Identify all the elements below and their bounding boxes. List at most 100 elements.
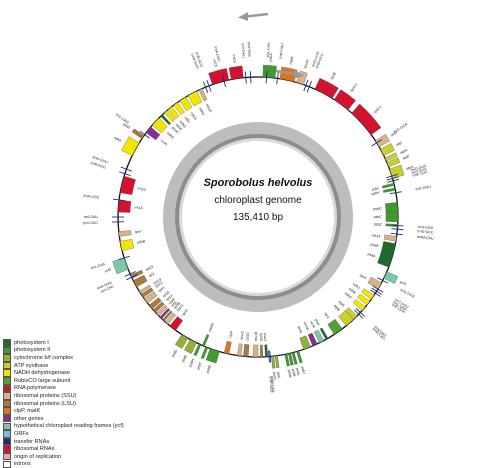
legend-item: RubisCO large subunit [3,377,143,385]
trna-label: trnT-GGU [415,185,431,192]
legend-item: NADH dehydrogenase [3,369,143,377]
gene-label: cemA [303,321,311,332]
legend-label: RubisCO large subunit [14,378,70,384]
trna-label: trnK-UUU [278,42,284,58]
gene-label: ndhF [113,136,123,144]
gene-psbT [201,347,208,359]
gene-label: rpoB [330,71,337,80]
gene-psbC [386,212,398,222]
legend-label: photosystem II [14,347,50,353]
legend-item: clpP, matK [3,407,143,415]
gene-label: psaA [367,252,377,259]
legend-label: introns [14,461,31,467]
gene-label: psbK [371,190,380,196]
legend-item: cytochrome b/f complex [3,354,143,362]
gene-label: psbD [373,207,382,212]
legend-item: photosystem II [3,347,143,355]
gene-rpl33 [260,345,263,357]
legend-swatch [3,407,11,415]
gene-label: atpI [396,141,403,147]
legend-swatch [3,415,11,423]
gene-rps12 [237,344,242,356]
species-name: Sporobolus helvolus [204,177,313,189]
legend-swatch [3,354,11,362]
legend-item: RNA polymerase [3,385,143,393]
legend-item: ribosomal proteins (SSU) [3,392,143,400]
gene-label: petB [181,354,188,363]
gene-label: psbH [188,358,195,368]
gene-label: rpoC1 [349,83,358,93]
gene-label: psbT [196,361,203,371]
gene-psbD [385,202,398,212]
legend-item: transfer RNAs [3,438,143,446]
gene-rps18 [253,345,258,357]
gene-rrn16 [118,200,131,213]
gene-petL [275,356,279,368]
legend-item: ATP synthase [3,362,143,370]
legend-item: ORFs [3,430,143,438]
gene-label: petD [171,349,179,358]
gene-label: psbB [206,364,213,374]
gene-psbA [263,65,277,78]
gene-clpP [224,341,231,354]
gene-label: psbZ [374,222,383,227]
legend-swatch [3,423,11,431]
trna-tick [269,351,270,363]
gene-label: rpl2 [148,272,155,278]
legend-item: ribosomal RNAs [3,445,143,453]
legend-label: clpP, matK [14,408,40,414]
gene-petA [300,336,311,350]
gene-psbI [382,183,394,188]
gene-label: rpl23 [145,265,154,272]
trna-label: trnfM-CAU [417,235,435,241]
gene-rrn23 [209,68,229,84]
gene-label: rps7 [135,229,142,234]
trna-label: trnS-GGA [400,288,416,299]
gene-label: rps18 [254,332,258,341]
legend-swatch [3,453,11,461]
legend-label: other genes [14,416,44,422]
gene-rpl32 [132,129,144,139]
legend-item: other genes [3,415,143,423]
trna-label: trnC-GCA [393,122,409,134]
gene-label: rrn16 [134,205,143,210]
gene-rrn23 [120,176,135,195]
gene-label: psbN [208,322,215,332]
trna-tick [372,288,382,294]
gene-label: ndhD [166,131,175,140]
gene-label: rps4 [359,273,367,280]
gene-psbN [202,334,209,346]
legend-swatch [3,362,11,370]
legend-label: RNA polymerase [14,385,56,391]
legend-label: NADH dehydrogenase [14,370,70,376]
gene-psbJ [297,351,303,363]
trna-label: trnI-GAU [84,215,99,219]
gene-label: ycf3 [399,280,407,286]
legend-swatch [3,445,11,453]
gene-label: ccsA [160,138,169,146]
legend-label: ORFs [14,431,29,437]
legend-item: introns [3,461,143,468]
gene-psbK [383,188,395,193]
gene-label: rrn16 [232,54,237,63]
gene-rpl20 [243,344,249,356]
legend-swatch [3,347,11,355]
trna-label: trnA-UGC [83,194,100,200]
gene-ndhF [121,136,139,155]
gene-ndhB [120,239,134,251]
gene-label: atpB [333,304,341,313]
gene-label: rpoC2 [373,105,383,115]
legend-label: transfer RNAs [14,439,49,445]
legend-label: photosystem I [14,340,49,346]
gene-label: rps16 [303,59,310,69]
gene-rrn16 [229,66,243,80]
gene-label: ndhB [136,239,146,245]
legend-item: photosystem I [3,339,143,347]
trna-label: trnV-GAC [247,42,252,58]
gene-label: psbC [374,215,383,219]
gene-label: rps14 [371,233,381,238]
trna-label: trnV-GAC [83,221,99,226]
trna-label: trnP-UGG [268,376,273,392]
gene-label: petA [297,326,304,335]
